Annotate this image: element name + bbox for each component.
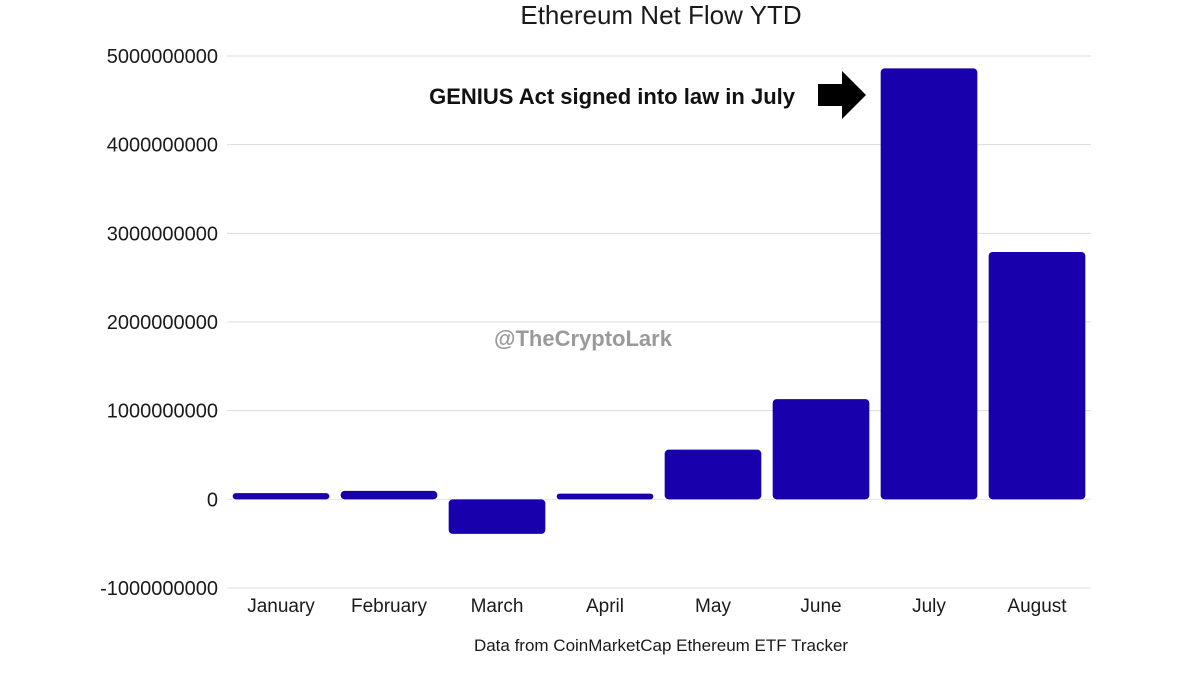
annotation-label: GENIUS Act signed into law in July: [429, 84, 796, 109]
y-tick-label: 1000000000: [107, 401, 218, 423]
x-tick-label: March: [471, 596, 524, 617]
arrow-right-icon: [818, 71, 866, 119]
bar-january: [232, 493, 330, 500]
x-tick-label: June: [800, 596, 841, 617]
y-axis: -1000000000 0 1000000000 2000000000 30000000…: [100, 46, 218, 600]
y-tick-label: 2000000000: [107, 312, 218, 334]
x-tick-label: January: [247, 596, 315, 617]
chart-title: Ethereum Net Flow YTD: [520, 0, 801, 30]
x-tick-label: April: [586, 596, 624, 617]
x-tick-label: August: [1007, 596, 1067, 617]
bar-august: [988, 251, 1086, 500]
bar-july: [880, 68, 978, 500]
bar-may: [664, 449, 762, 500]
x-tick-label: May: [695, 596, 731, 617]
y-tick-label: 0: [207, 489, 218, 511]
bar-february: [340, 490, 438, 500]
y-tick-label: 4000000000: [107, 135, 218, 157]
y-tick-label: 3000000000: [107, 223, 218, 245]
x-tick-label: February: [351, 596, 428, 617]
y-tick-label: -1000000000: [100, 578, 218, 600]
x-axis: January February March April May June July Augu…: [247, 596, 1067, 617]
watermark: @TheCryptoLark: [494, 326, 673, 351]
bar-march: [448, 499, 546, 534]
bar-april: [556, 493, 654, 500]
bar-june: [772, 399, 870, 500]
bars: [232, 68, 1086, 534]
y-tick-label: 5000000000: [107, 46, 218, 68]
source-note: Data from CoinMarketCap Ethereum ETF Tra…: [474, 636, 848, 655]
x-tick-label: July: [912, 596, 946, 617]
